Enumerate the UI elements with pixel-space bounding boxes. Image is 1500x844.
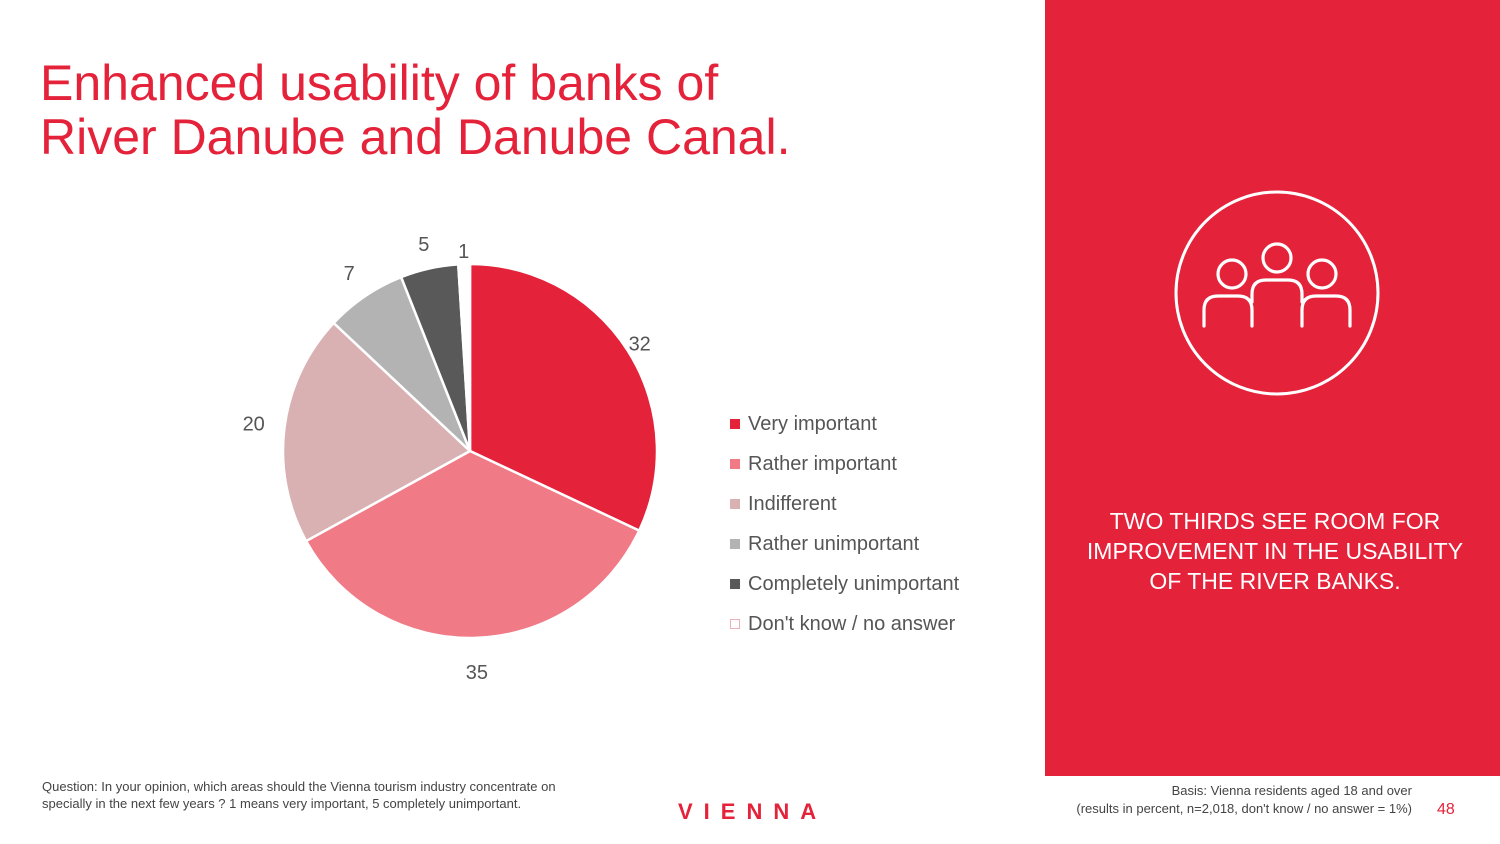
pie-slice-don-t-know-no-answer: [457, 262, 472, 453]
legend-item-rather-important: Rather important: [730, 444, 959, 484]
page-number: 48: [1437, 801, 1455, 818]
legend-item-rather-unimportant: Rather unimportant: [730, 524, 959, 564]
basis-line-1: Basis: Vienna residents aged 18 and over: [1171, 783, 1412, 798]
group-of-people-icon: [1172, 188, 1382, 398]
legend-label: Rather important: [748, 452, 897, 475]
legend-label: Don't know / no answer: [748, 612, 956, 635]
vienna-logo: VIENNA: [678, 799, 828, 824]
basis-note: Basis: Vienna residents aged 18 and over…: [1010, 782, 1412, 818]
data-label-don-t-know-no-answer: 1: [458, 241, 469, 263]
panel-statement: Two thirds see room for improvement in t…: [1086, 508, 1464, 594]
data-label-rather-important: 35: [466, 662, 488, 684]
page-title: Enhanced usability of banks of River Dan…: [40, 56, 940, 164]
legend-item-very-important: Very important: [730, 404, 959, 444]
title-line-2: River Danube and Danube Canal.: [40, 109, 791, 165]
legend-label: Indifferent: [748, 492, 837, 515]
pie-chart: 32 35 20 7 5 1: [243, 234, 659, 684]
data-label-very-important: 32: [629, 333, 651, 355]
legend-item-don-t-know-no-answer: Don't know / no answer: [730, 604, 959, 644]
legend-swatch: [730, 619, 740, 629]
basis-line-2: (results in percent, n=2,018, don't know…: [1076, 801, 1412, 816]
legend-swatch: [730, 579, 740, 589]
legend-label: Very important: [748, 412, 877, 435]
title-line-1: Enhanced usability of banks of: [40, 55, 719, 111]
pie-slice-indifferent: [281, 321, 472, 543]
legend-label: Completely unimportant: [748, 572, 960, 595]
legend-swatch: [730, 459, 740, 469]
data-label-indifferent: 20: [243, 414, 265, 436]
legend-label: Rather unimportant: [748, 532, 920, 555]
legend-swatch: [730, 539, 740, 549]
data-label-rather-unimportant: 7: [344, 263, 355, 285]
highlight-panel: Two thirds see room for improvement in t…: [1045, 0, 1500, 776]
pie-slice-very-important: [468, 262, 659, 532]
pie-slice-rather-important: [304, 449, 641, 640]
legend-swatch: [730, 419, 740, 429]
chart-legend: Very important Rather important Indifferen…: [730, 404, 959, 644]
data-label-completely-unimportant: 5: [418, 234, 429, 256]
legend-item-indifferent: Indifferent: [730, 484, 959, 524]
legend-swatch: [730, 499, 740, 509]
question-text: Question: In your opinion, which areas s…: [42, 779, 556, 811]
legend-item-completely-unimportant: Completely unimportant: [730, 564, 959, 604]
